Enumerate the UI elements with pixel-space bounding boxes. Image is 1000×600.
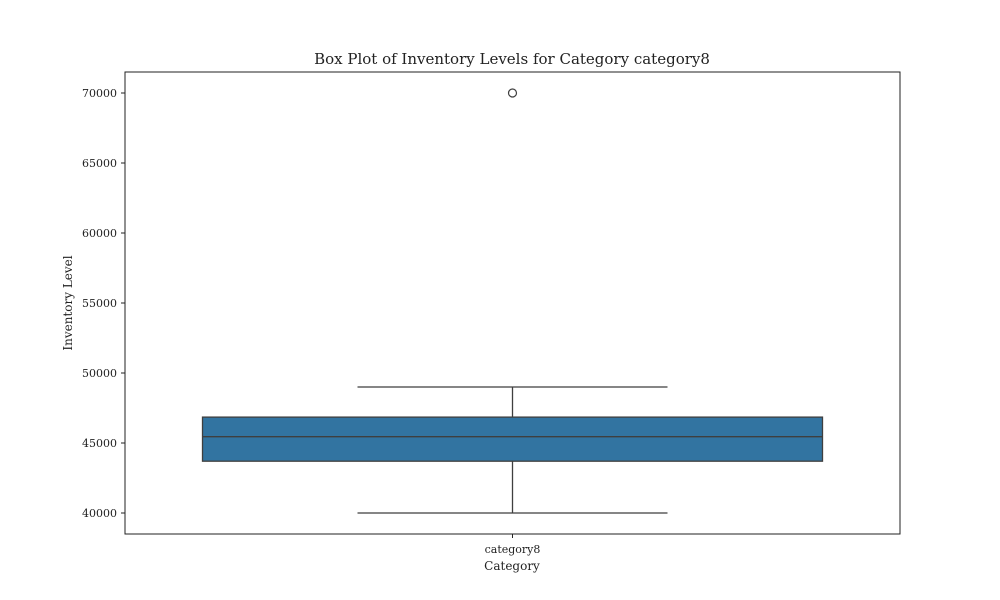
outlier-point bbox=[507, 88, 518, 98]
y-axis-label: Inventory Level bbox=[61, 255, 75, 350]
x-tick-label: category8 bbox=[485, 543, 541, 556]
y-tick-label: 45000 bbox=[82, 437, 117, 450]
y-tick-label: 50000 bbox=[82, 367, 117, 380]
y-tick-label: 40000 bbox=[82, 507, 117, 520]
iqr-box bbox=[201, 416, 824, 462]
chart-title: Box Plot of Inventory Levels for Categor… bbox=[314, 50, 710, 68]
x-axis: category8 bbox=[485, 534, 541, 556]
x-axis-label: Category bbox=[484, 559, 540, 573]
y-tick-label: 55000 bbox=[82, 297, 117, 310]
box-plot-group bbox=[201, 88, 824, 514]
y-tick-label: 70000 bbox=[82, 87, 117, 100]
y-axis: 40000 45000 50000 55000 60000 65000 70000 bbox=[82, 87, 125, 520]
y-tick-label: 60000 bbox=[82, 227, 117, 240]
y-tick-label: 65000 bbox=[82, 157, 117, 170]
